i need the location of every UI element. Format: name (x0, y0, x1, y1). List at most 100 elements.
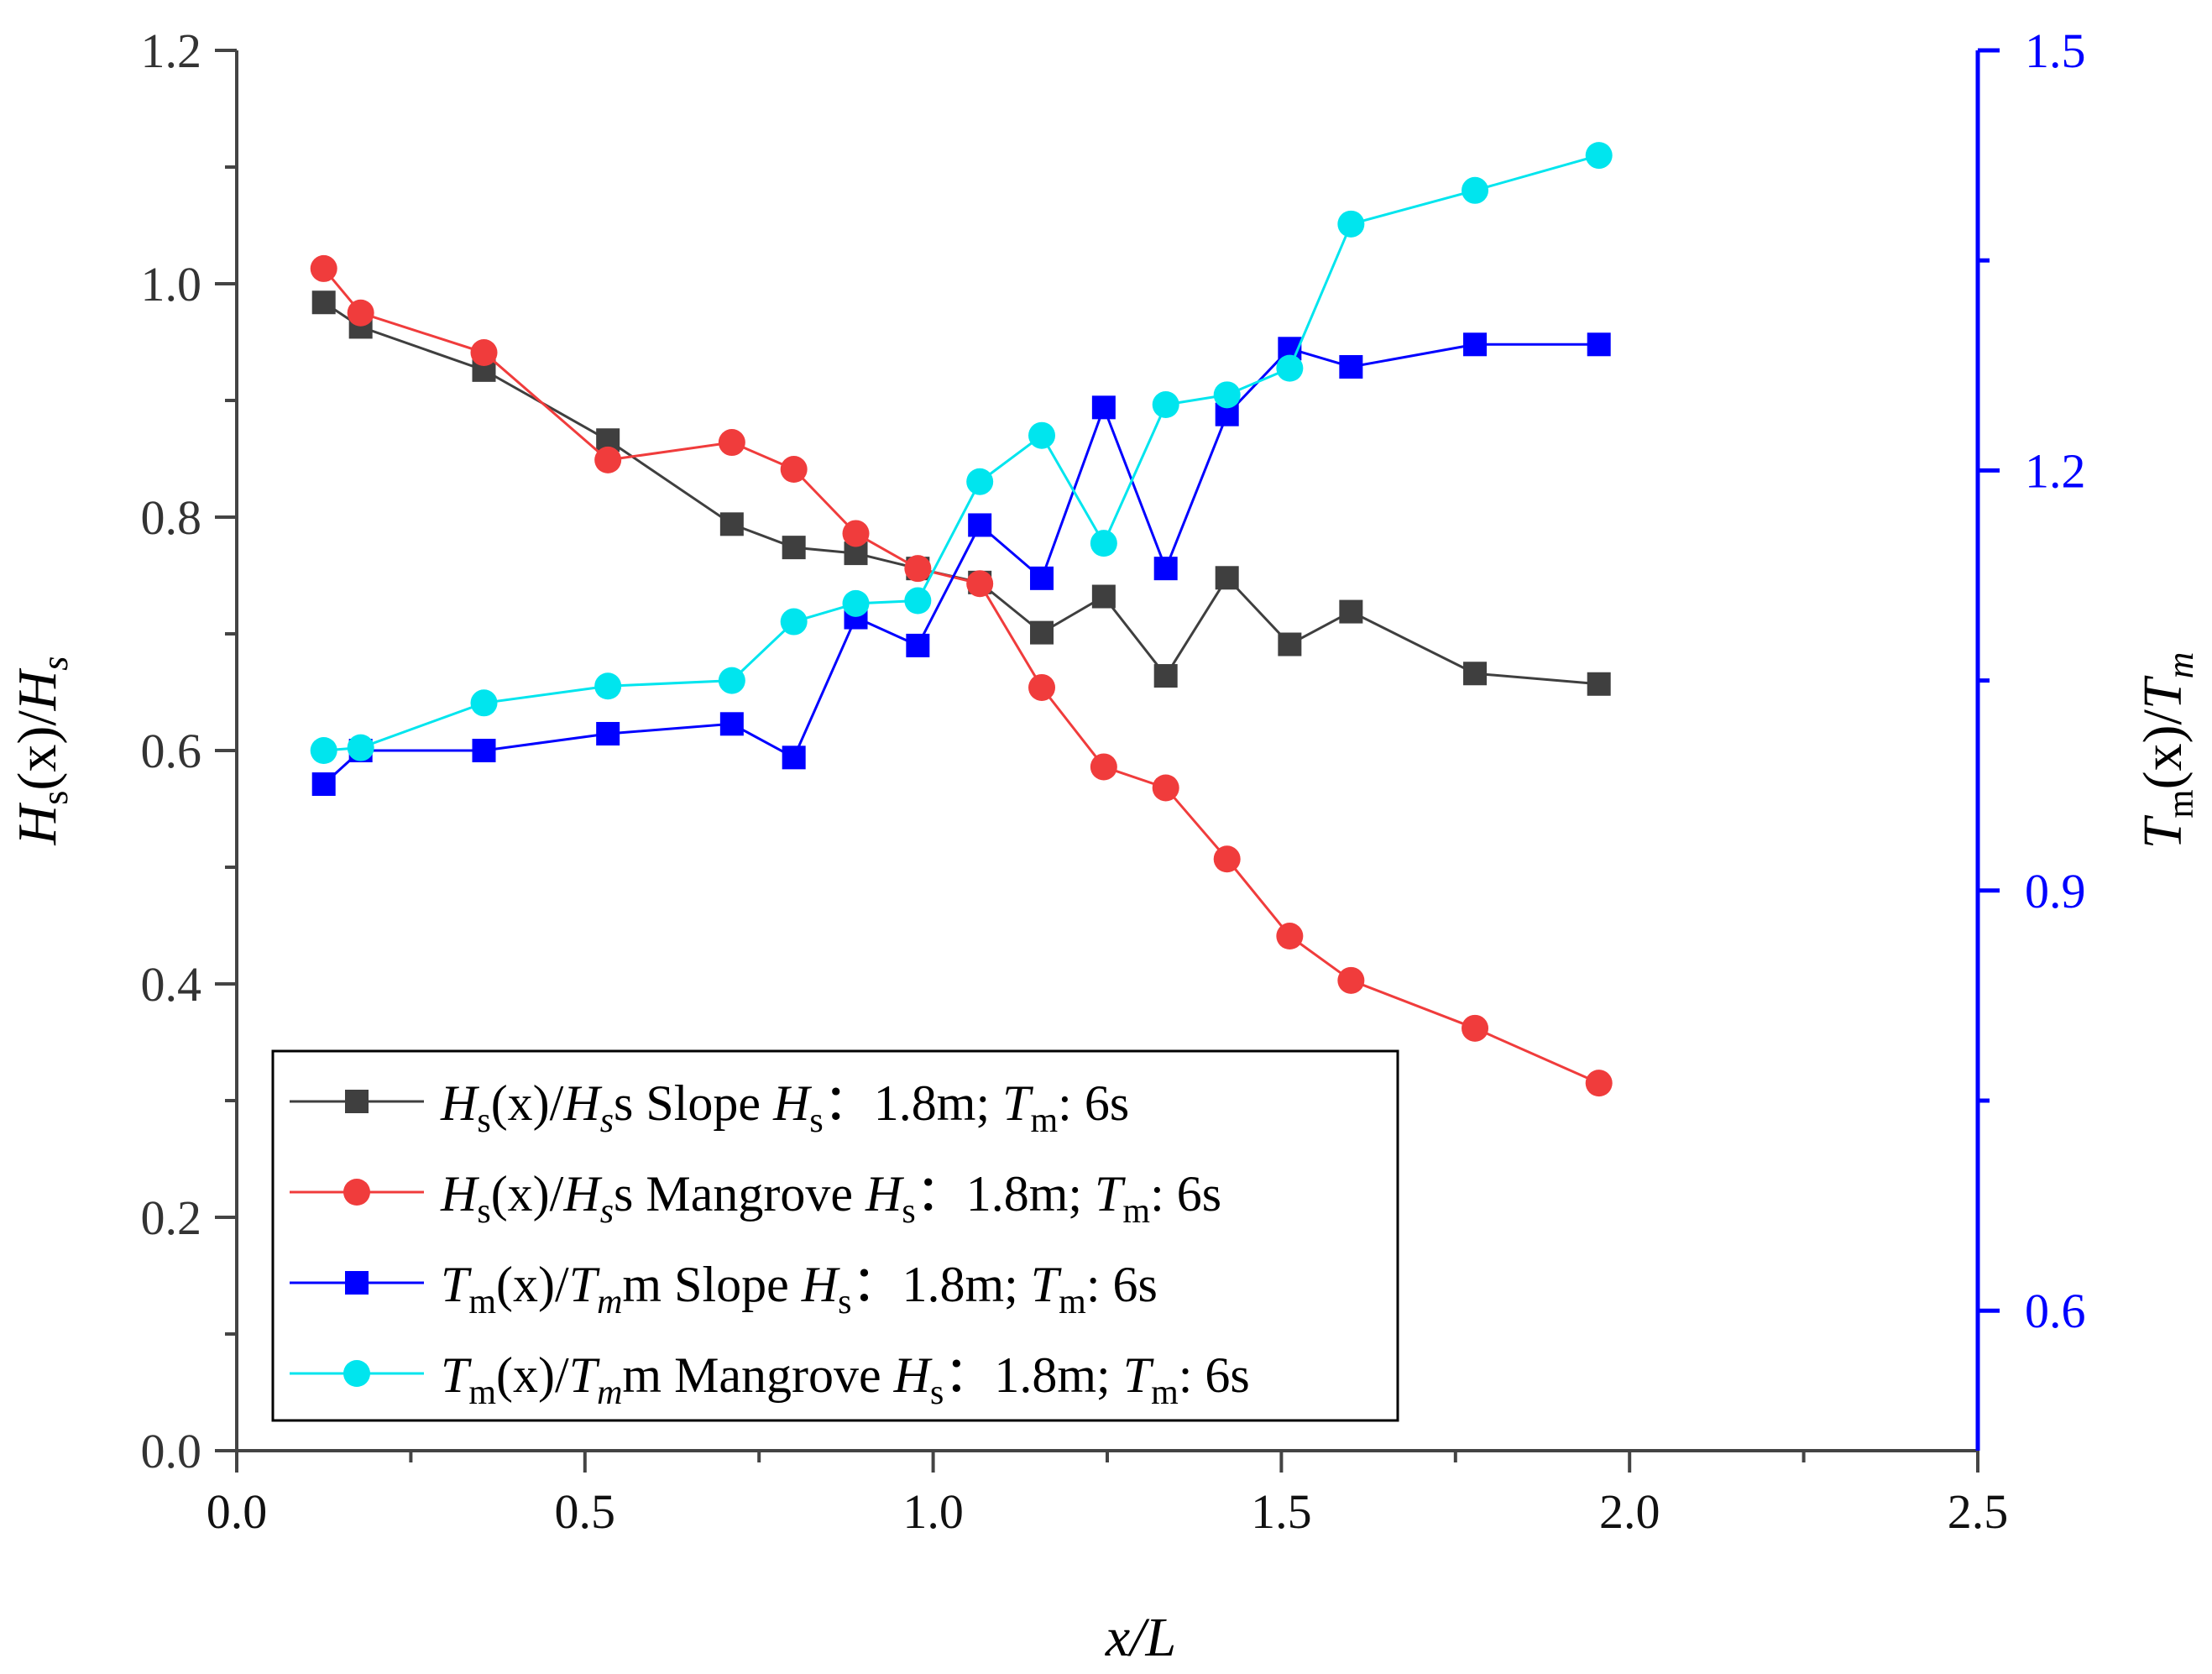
data-point (1337, 966, 1365, 994)
legend-entry: Hs(x)/Hss Mangrove Hs：1.8m; Tm: 6s (290, 1166, 1221, 1231)
series-line (323, 154, 1600, 752)
data-point (311, 290, 336, 315)
data-point (596, 721, 620, 745)
series-1 (311, 290, 1611, 696)
legend-entry: Tm(x)/Tmm Slope Hs：1.8m; Tm: 6s (290, 1257, 1158, 1321)
data-point (1276, 354, 1304, 382)
data-point (594, 672, 622, 700)
data-point (1585, 142, 1613, 170)
data-point (968, 513, 992, 537)
data-point (1091, 395, 1116, 420)
data-point (347, 299, 374, 327)
y-axis-right-title: Tm(x)/Tm (2132, 652, 2201, 850)
legend-box (271, 1049, 1399, 1422)
data-point (1215, 566, 1239, 590)
legend-label: Tm(x)/Tmm Slope Hs：1.8m; Tm: 6s (441, 1257, 1158, 1321)
x-tick-label: 2.5 (1948, 1484, 2009, 1539)
legend-marker (343, 1179, 370, 1206)
axes: 0.0 0.5 1.0 1.5 2.0 2.5 0.0 0.2 0.4 0.6 0.8 1.0 1.2 0… (7, 24, 2201, 1668)
x-axis-title: x/L (1105, 1607, 1176, 1668)
legend-label: Hs(x)/Hss Mangrove Hs：1.8m; Tm: 6s (440, 1166, 1221, 1231)
data-point (1152, 774, 1179, 802)
data-point (1339, 354, 1363, 379)
y-right-tick-label: 0.6 (2025, 1284, 2086, 1338)
x-tick-label: 0.0 (207, 1484, 268, 1539)
data-point (1213, 381, 1241, 409)
y-left-tick-label: 0.4 (141, 957, 202, 1012)
data-point (906, 633, 930, 657)
data-point (470, 339, 498, 367)
data-point (311, 772, 336, 797)
data-point (1278, 632, 1302, 657)
x-tick-label: 2.0 (1599, 1484, 1660, 1539)
x-tick-label: 1.5 (1251, 1484, 1312, 1539)
x-tick-label: 1.0 (902, 1484, 964, 1539)
data-point (310, 254, 337, 282)
data-point (966, 570, 994, 598)
data-point (1587, 332, 1611, 357)
legend: Hs(x)/Hss Slope Hs：1.8m; Tm: 6s Hs(x)/Hss… (271, 1049, 1399, 1422)
data-point (782, 536, 806, 560)
y-right-tick-label: 0.9 (2025, 864, 2086, 918)
data-point (1339, 599, 1363, 624)
legend-label: Tm(x)/Tmm Mangrove Hs：1.8m; Tm: 6s (441, 1347, 1250, 1412)
data-point (842, 589, 870, 617)
data-point (782, 745, 806, 770)
y-axis-left-title: Hs(x)/Hs (7, 657, 76, 846)
data-point (470, 689, 498, 717)
data-point (310, 737, 337, 764)
y-left-tick-label: 1.0 (141, 257, 202, 311)
data-point (1028, 673, 1056, 701)
data-point (719, 712, 744, 736)
data-point (347, 734, 374, 761)
y-left-tick-label: 0.6 (141, 724, 202, 778)
series-line (322, 343, 1599, 786)
data-point (1463, 332, 1488, 357)
legend-marker (345, 1271, 369, 1295)
data-point (1462, 1014, 1489, 1042)
data-point (966, 468, 994, 495)
y-left-tick-label: 1.2 (141, 24, 202, 78)
y-left-tick-label: 0.0 (141, 1424, 202, 1478)
data-point (780, 456, 808, 484)
series-line (322, 267, 1600, 1085)
data-point (718, 667, 745, 694)
data-point (1587, 672, 1611, 696)
series-4 (310, 142, 1613, 764)
data-point (1276, 923, 1304, 950)
data-point (1585, 1070, 1613, 1097)
legend-entry: Hs(x)/Hss Slope Hs：1.8m; Tm: 6s (290, 1075, 1129, 1140)
legend-label: Hs(x)/Hss Slope Hs：1.8m; Tm: 6s (440, 1075, 1129, 1140)
data-point (842, 520, 870, 547)
data-point (472, 739, 496, 762)
data-point (1337, 210, 1365, 238)
data-point (1462, 176, 1489, 204)
x-tick-label: 0.5 (555, 1484, 616, 1539)
legend-marker (343, 1360, 370, 1387)
data-point (1091, 584, 1116, 609)
series-layer (310, 142, 1613, 1097)
data-point (1463, 662, 1488, 686)
series-line (322, 301, 1599, 686)
data-point (1030, 620, 1054, 645)
data-point (719, 512, 744, 536)
legend-marker (345, 1090, 369, 1113)
series-2 (310, 254, 1613, 1097)
y-right-tick-label: 1.5 (2025, 24, 2086, 78)
data-point (718, 429, 745, 457)
data-point (594, 446, 622, 473)
data-point (1090, 530, 1117, 557)
y-left-tick-label: 0.8 (141, 490, 202, 545)
y-right-tick-label: 1.2 (2025, 443, 2086, 498)
y-left-tick-label: 0.2 (141, 1190, 202, 1245)
data-point (1213, 845, 1241, 873)
data-point (1090, 753, 1117, 781)
data-point (1153, 557, 1178, 581)
data-point (780, 608, 808, 636)
legend-entry: Tm(x)/Tmm Mangrove Hs：1.8m; Tm: 6s (290, 1347, 1250, 1412)
data-point (1030, 566, 1054, 590)
data-point (904, 587, 932, 615)
data-point (1028, 421, 1056, 449)
series-3 (311, 332, 1611, 797)
